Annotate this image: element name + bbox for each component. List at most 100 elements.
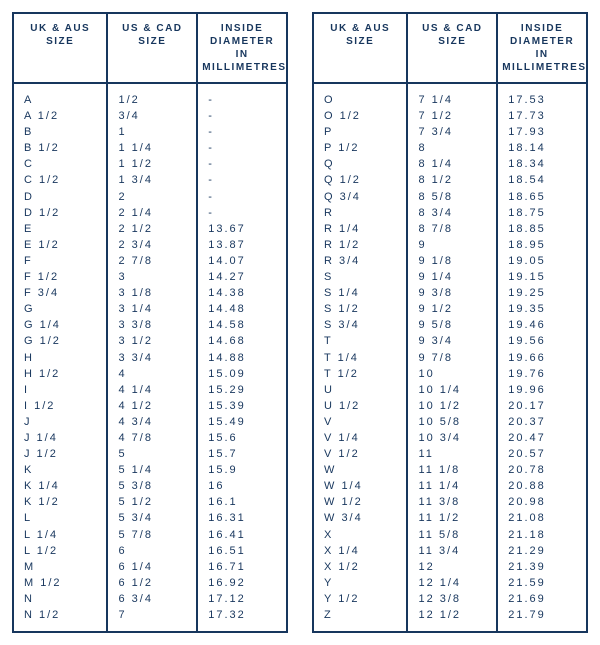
table-cell: 20.47 (508, 430, 586, 446)
table-cell: A (24, 92, 106, 108)
table-cell: 15.29 (208, 382, 286, 398)
table-cell: 9 1/2 (418, 301, 496, 317)
table-cell: 12 3/8 (418, 591, 496, 607)
table-cell: 1/2 (118, 92, 196, 108)
table-cell: G 1/4 (24, 317, 106, 333)
table-cell: H (24, 350, 106, 366)
table-cell: D (24, 189, 106, 205)
table-cell: 20.37 (508, 414, 586, 430)
table-cell: N 1/2 (24, 607, 106, 623)
table-cell: Y (324, 575, 406, 591)
table-cell: 16.51 (208, 543, 286, 559)
table-cell: C 1/2 (24, 172, 106, 188)
col-uk: OO 1/2PP 1/2QQ 1/2Q 3/4RR 1/4R 1/2R 3/4S… (314, 84, 406, 631)
table-cell: 18.95 (508, 237, 586, 253)
table-cell: Q 1/2 (324, 172, 406, 188)
table-header: UK & AUS SIZE US & CAD SIZE INSIDE DIAME… (14, 14, 286, 84)
table-cell: 3/4 (118, 108, 196, 124)
table-cell: 15.6 (208, 430, 286, 446)
table-cell: 12 (418, 559, 496, 575)
table-cell: D 1/2 (24, 205, 106, 221)
table-cell: 15.7 (208, 446, 286, 462)
table-cell: P (324, 124, 406, 140)
table-cell: 17.53 (508, 92, 586, 108)
table-cell: X (324, 527, 406, 543)
table-cell: 19.15 (508, 269, 586, 285)
table-cell: 5 7/8 (118, 527, 196, 543)
table-cell: 10 1/4 (418, 382, 496, 398)
table-cell: 18.75 (508, 205, 586, 221)
table-cell: 5 1/4 (118, 462, 196, 478)
table-cell: 4 (118, 366, 196, 382)
table-cell: J 1/4 (24, 430, 106, 446)
table-cell: 11 1/2 (418, 510, 496, 526)
table-cell: 8 7/8 (418, 221, 496, 237)
table-cell: 8 3/4 (418, 205, 496, 221)
table-cell: 10 5/8 (418, 414, 496, 430)
table-cell: P 1/2 (324, 140, 406, 156)
table-cell: 2 7/8 (118, 253, 196, 269)
table-cell: Q 3/4 (324, 189, 406, 205)
table-cell: 21.69 (508, 591, 586, 607)
table-cell: 3 3/8 (118, 317, 196, 333)
table-cell: 16.41 (208, 527, 286, 543)
table-cell: 5 3/4 (118, 510, 196, 526)
table-cell: 17.73 (508, 108, 586, 124)
table-cell: 19.46 (508, 317, 586, 333)
table-cell: 12 1/2 (418, 607, 496, 623)
table-cell: 9 3/8 (418, 285, 496, 301)
table-cell: 20.78 (508, 462, 586, 478)
table-body: OO 1/2PP 1/2QQ 1/2Q 3/4RR 1/4R 1/2R 3/4S… (314, 84, 586, 631)
table-cell: E (24, 221, 106, 237)
table-cell: W 1/4 (324, 478, 406, 494)
table-cell: N (24, 591, 106, 607)
table-cell: 5 (118, 446, 196, 462)
table-cell: 2 1/2 (118, 221, 196, 237)
table-cell: 2 1/4 (118, 205, 196, 221)
table-cell: 14.27 (208, 269, 286, 285)
header-uk: UK & AUS SIZE (14, 14, 106, 82)
header-us: US & CAD SIZE (406, 14, 496, 82)
table-cell: L (24, 510, 106, 526)
table-cell: 14.88 (208, 350, 286, 366)
table-cell: T 1/2 (324, 366, 406, 382)
table-cell: - (208, 189, 286, 205)
table-cell: J 1/2 (24, 446, 106, 462)
table-cell: 7 (118, 607, 196, 623)
table-cell: 5 1/2 (118, 494, 196, 510)
col-us: 7 1/47 1/27 3/488 1/48 1/28 5/88 3/48 7/… (406, 84, 496, 631)
table-body: AA 1/2BB 1/2CC 1/2DD 1/2EE 1/2FF 1/2F 3/… (14, 84, 286, 631)
table-cell: 3 3/4 (118, 350, 196, 366)
table-cell: E 1/2 (24, 237, 106, 253)
table-cell: 19.56 (508, 333, 586, 349)
table-cell: 2 (118, 189, 196, 205)
table-cell: 17.12 (208, 591, 286, 607)
table-cell: 2 3/4 (118, 237, 196, 253)
table-cell: 18.65 (508, 189, 586, 205)
table-cell: W 3/4 (324, 510, 406, 526)
table-cell: 14.48 (208, 301, 286, 317)
table-cell: A 1/2 (24, 108, 106, 124)
table-cell: 4 3/4 (118, 414, 196, 430)
table-cell: 20.17 (508, 398, 586, 414)
table-cell: O (324, 92, 406, 108)
col-dia: --------13.6713.8714.0714.2714.3814.4814… (196, 84, 286, 631)
table-cell: J (24, 414, 106, 430)
table-cell: 3 (118, 269, 196, 285)
table-cell: 9 7/8 (418, 350, 496, 366)
table-cell: 14.07 (208, 253, 286, 269)
table-cell: 12 1/4 (418, 575, 496, 591)
table-cell: X 1/4 (324, 543, 406, 559)
table-cell: 4 1/4 (118, 382, 196, 398)
col-us: 1/23/411 1/41 1/21 3/422 1/42 1/22 3/42 … (106, 84, 196, 631)
table-cell: 4 7/8 (118, 430, 196, 446)
table-cell: 6 3/4 (118, 591, 196, 607)
table-cell: 19.76 (508, 366, 586, 382)
table-cell: Q (324, 156, 406, 172)
table-cell: 9 1/8 (418, 253, 496, 269)
table-cell: 19.05 (508, 253, 586, 269)
table-cell: 7 1/4 (418, 92, 496, 108)
col-dia: 17.5317.7317.9318.1418.3418.5418.6518.75… (496, 84, 586, 631)
table-cell: 18.54 (508, 172, 586, 188)
table-cell: - (208, 124, 286, 140)
